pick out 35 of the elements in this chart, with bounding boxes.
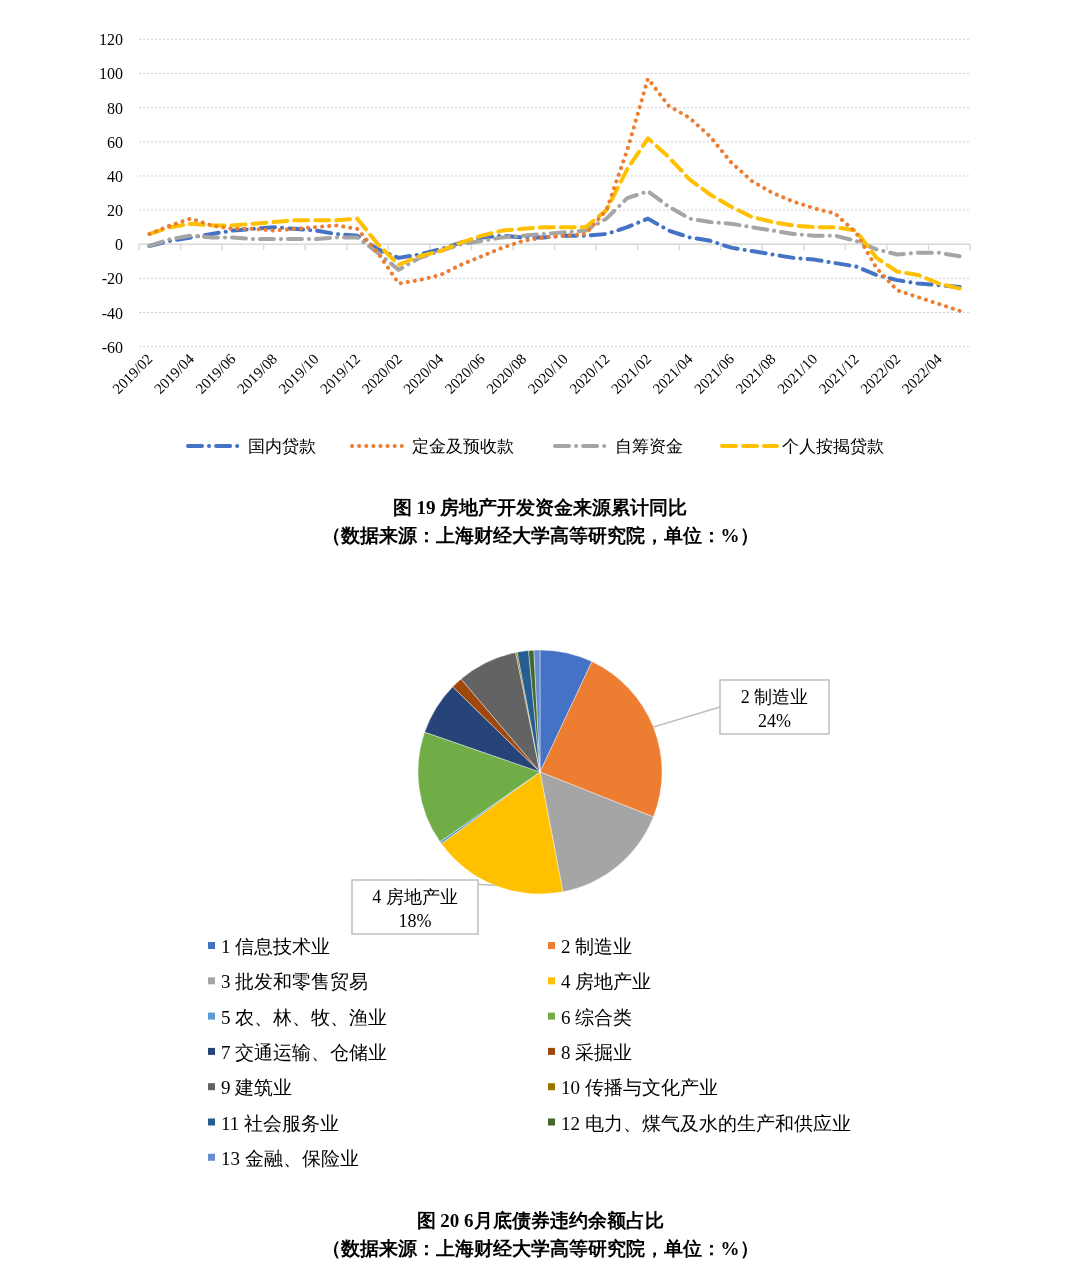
y-tick-label: -20	[101, 270, 123, 288]
legend-label: 6 综合类	[561, 1006, 633, 1028]
data-label: 18%	[398, 911, 432, 931]
legend-label: 7 交通运输、仓储业	[221, 1041, 388, 1063]
data-label: 24%	[758, 711, 791, 731]
legend-label: 8 采掘业	[561, 1041, 633, 1063]
y-tick-label: 60	[107, 133, 123, 151]
y-tick-label: 80	[107, 99, 123, 117]
text: 图 20 6月底债券违约余额占比	[416, 1210, 664, 1231]
legend-label: 个人按揭贷款	[782, 437, 884, 456]
y-tick-label: 40	[107, 167, 123, 185]
y-tick-label: 100	[99, 65, 123, 83]
legend-label: 11 社会服务业	[221, 1112, 340, 1134]
y-tick-label: -40	[101, 304, 123, 322]
slice-label: 2 制造业	[740, 687, 809, 707]
legend-label: 12 电力、煤气及水的生产和供应业	[561, 1112, 851, 1134]
text: 图 19 房地产开发资金来源累计同比	[392, 497, 688, 518]
legend-label: 1 信息技术业	[221, 936, 331, 957]
legend-label: 4 房地产业	[561, 971, 652, 993]
legend-label: 国内贷款	[248, 437, 316, 456]
text: （数据来源：上海财经大学高等研究院，单位：%）	[321, 525, 759, 546]
y-tick-label: 20	[107, 202, 123, 220]
legend-label: 3 批发和零售贸易	[221, 971, 369, 993]
legend-label: 10 传播与文化产业	[561, 1077, 718, 1099]
slice-label: 4 房地产业	[372, 887, 458, 907]
y-tick-label: 0	[115, 236, 123, 254]
legend-label: 13 金融、保险业	[221, 1147, 359, 1169]
y-tick-label: 120	[99, 31, 123, 49]
legend-label: 定金及预收款	[412, 437, 514, 456]
legend-label: 9 建筑业	[221, 1077, 293, 1099]
legend-label: 自筹资金	[615, 437, 683, 456]
legend-label: 2 制造业	[561, 936, 633, 957]
text: （数据来源：上海财经大学高等研究院，单位：%）	[321, 1238, 759, 1259]
y-tick-label: -60	[101, 338, 123, 356]
legend-label: 5 农、林、牧、渔业	[221, 1006, 388, 1028]
